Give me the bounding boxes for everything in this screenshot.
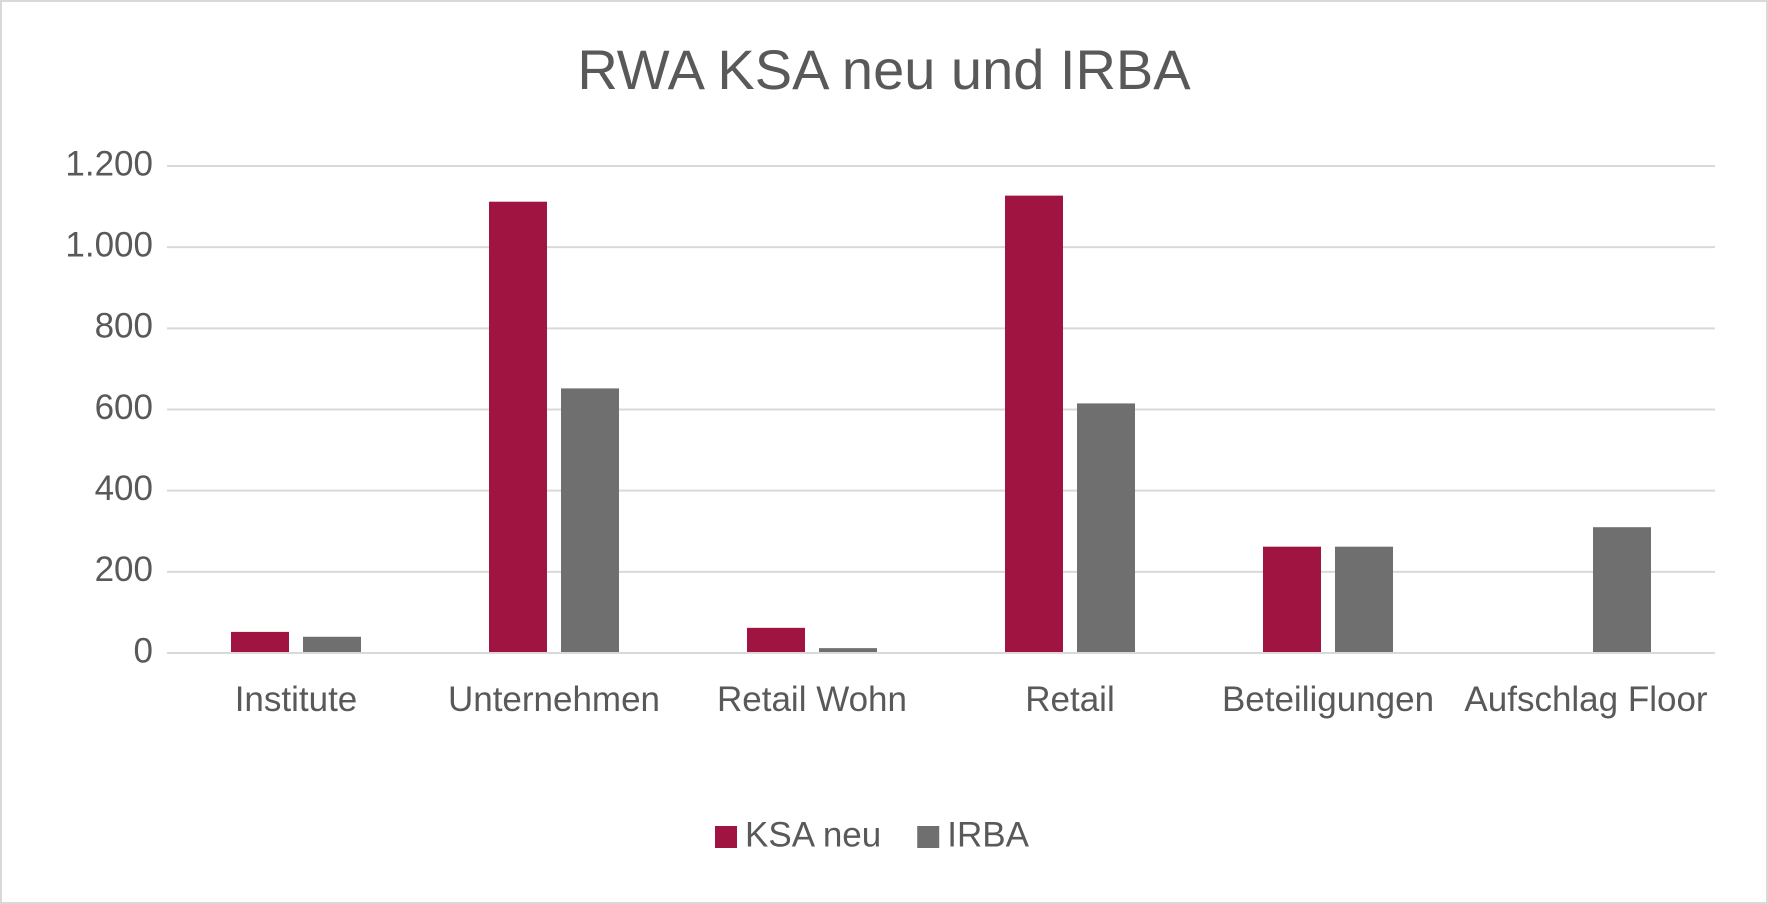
y-tick-label: 800 — [95, 307, 153, 346]
y-tick-label: 600 — [95, 388, 153, 427]
y-tick-label: 1.200 — [65, 144, 153, 183]
bar — [1005, 195, 1063, 653]
legend-label: IRBA — [947, 815, 1029, 854]
bar — [489, 201, 547, 654]
chart-title: RWA KSA neu und IRBA — [577, 38, 1191, 101]
legend-swatch — [917, 826, 940, 848]
legend-swatch — [715, 826, 737, 848]
bar — [1593, 527, 1651, 653]
bar — [1077, 403, 1135, 653]
x-tick-label: Unternehmen — [447, 680, 661, 719]
bar — [561, 388, 619, 653]
y-tick-label: 400 — [95, 469, 153, 508]
y-tick-label: 1.000 — [65, 225, 153, 264]
x-tick-label: Aufschlag Floor — [1464, 680, 1708, 719]
bar — [1263, 546, 1321, 653]
y-tick-label: 200 — [95, 550, 153, 589]
y-tick-label: 0 — [134, 631, 153, 670]
bar — [747, 627, 805, 653]
bar — [303, 636, 361, 653]
x-tick-label: Retail — [1025, 680, 1115, 719]
bar — [819, 648, 877, 653]
x-tick-label: Institute — [234, 680, 358, 719]
bar — [1335, 546, 1393, 653]
x-tick-label: Beteiligungen — [1221, 680, 1435, 719]
x-tick-label: Retail Wohn — [716, 680, 907, 719]
bar — [231, 631, 289, 653]
legend-label: KSA neu — [745, 815, 881, 854]
